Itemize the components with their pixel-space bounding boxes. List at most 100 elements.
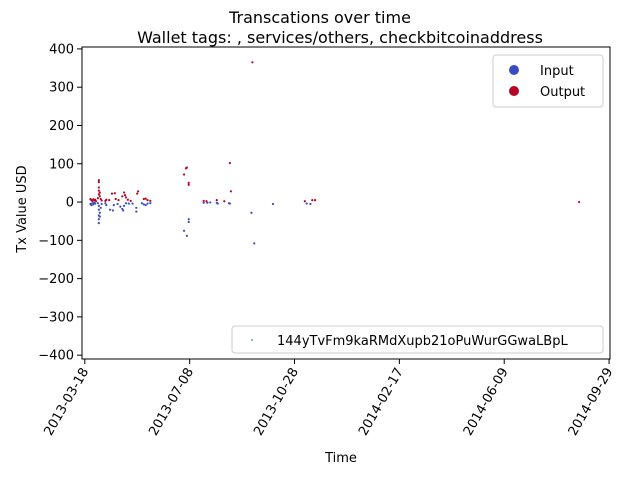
output-point	[123, 194, 127, 197]
input-point	[99, 206, 102, 209]
output-point	[229, 190, 232, 193]
input-point	[228, 202, 232, 205]
output-point	[97, 181, 100, 184]
y-tick-label: 0	[66, 196, 74, 211]
input-point	[187, 218, 190, 221]
chart-subtitle: Wallet tags: , services/others, checkbit…	[137, 28, 543, 47]
input-point	[97, 222, 100, 225]
input-point	[124, 202, 128, 205]
input-point	[122, 209, 125, 212]
output-point	[124, 196, 128, 199]
output-point	[96, 197, 100, 200]
input-point	[111, 209, 114, 212]
input-point	[97, 218, 100, 221]
input-point	[97, 204, 100, 207]
output-point	[98, 195, 101, 198]
output-point	[123, 191, 126, 194]
points-layer	[89, 61, 581, 245]
output-point	[136, 192, 139, 195]
x-tick-label: 2014-02-17	[356, 366, 407, 439]
output-point	[98, 191, 101, 194]
x-tick-label: 2014-09-29	[566, 366, 617, 439]
output-point	[142, 197, 145, 201]
output-point	[314, 199, 317, 202]
legend-output-marker	[509, 86, 519, 96]
input-point	[98, 211, 101, 214]
x-tick-label: 2014-06-09	[461, 366, 512, 439]
input-point	[182, 229, 186, 232]
legend-output-label: Output	[540, 85, 585, 100]
output-point	[97, 193, 100, 196]
input-point	[127, 202, 130, 205]
input-point	[116, 202, 119, 206]
input-point	[123, 204, 126, 207]
x-tick-label: 2013-03-18	[42, 366, 93, 439]
output-point	[578, 200, 581, 204]
input-point	[142, 203, 145, 206]
output-point	[146, 199, 149, 202]
legend-address-label: 144yTvFm9kaRMdXupb21oPuWurGGwaLBpL	[277, 334, 568, 349]
y-tick-label: 100	[49, 157, 74, 172]
output-point	[110, 192, 114, 195]
output-point	[108, 199, 111, 202]
output-point	[129, 199, 132, 202]
input-point	[100, 202, 103, 206]
input-point	[131, 202, 134, 205]
y-tick-label: −200	[38, 272, 74, 287]
legend-input-marker	[509, 65, 519, 75]
output-point	[117, 199, 120, 202]
output-point	[187, 183, 190, 186]
input-point	[216, 202, 219, 205]
x-tick-label: 2013-07-08	[146, 366, 197, 439]
input-point	[119, 205, 122, 208]
output-point	[182, 173, 186, 176]
chart-title: Transcations over time	[228, 8, 411, 27]
output-point	[205, 200, 208, 203]
input-point	[202, 201, 205, 204]
input-point	[271, 202, 275, 206]
legend-box	[492, 54, 604, 108]
input-point	[112, 204, 115, 207]
input-point	[135, 210, 138, 213]
output-point	[228, 161, 232, 165]
input-point	[96, 202, 100, 205]
y-axis-label: Tx Value USD	[15, 165, 30, 253]
y-tick-label: −400	[38, 349, 74, 364]
y-tick-label: −300	[38, 310, 74, 325]
input-point	[146, 202, 149, 205]
output-point	[202, 199, 205, 202]
input-point	[98, 215, 101, 218]
legend: Input Output	[492, 54, 604, 108]
input-point	[140, 202, 144, 205]
output-point	[114, 197, 117, 201]
output-point	[251, 61, 254, 64]
input-point	[305, 202, 308, 205]
y-tick-label: 300	[49, 81, 74, 96]
output-point	[185, 166, 188, 169]
output-point	[121, 195, 124, 198]
input-point	[209, 201, 212, 204]
input-point	[187, 220, 190, 224]
y-axis-ticks: 400 300 200 100 0 −100 −200 −300 −400	[38, 42, 82, 364]
legend-address-box	[231, 325, 604, 354]
input-point	[94, 202, 97, 205]
output-point	[303, 200, 306, 203]
output-point	[137, 190, 140, 193]
input-point	[135, 206, 138, 209]
output-point	[215, 199, 218, 202]
input-point	[97, 208, 100, 211]
input-point	[250, 211, 253, 214]
input-point	[185, 234, 188, 237]
y-tick-label: −100	[38, 234, 74, 249]
input-point	[90, 204, 93, 207]
output-point	[100, 199, 103, 202]
x-tick-label: 2013-10-28	[251, 366, 302, 439]
input-point	[104, 202, 107, 205]
y-tick-label: 400	[49, 42, 74, 57]
x-axis-ticks: 2013-03-18 2013-07-08 2013-10-28 2014-02-17…	[42, 359, 617, 438]
output-point	[311, 199, 314, 202]
plot-frame	[81, 46, 611, 360]
input-point	[253, 242, 256, 245]
output-point	[97, 189, 100, 192]
